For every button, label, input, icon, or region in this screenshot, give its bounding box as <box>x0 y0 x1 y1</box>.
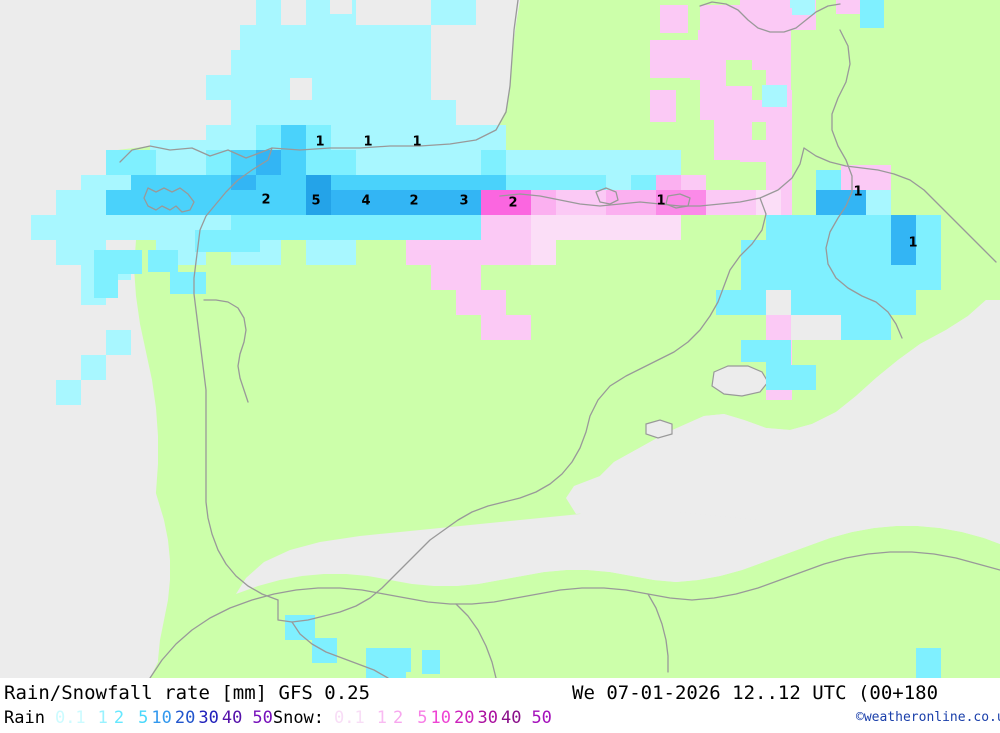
sea-alboran <box>236 500 1000 594</box>
rain-legend-stop[interactable]: 30 <box>198 708 219 728</box>
land-north-africa <box>150 526 1000 678</box>
snow-legend-stop[interactable]: 40 <box>500 708 522 728</box>
map-footer: Rain/Snowfall rate [mm] GFS 0.25 We 07-0… <box>0 678 1000 733</box>
land-ibiza <box>645 419 673 439</box>
map-graphic <box>0 0 1000 678</box>
valid-time: We 07-01-2026 12..12 UTC (00+180 <box>572 682 939 704</box>
legend-scale-row: Rain 0.1 1 2 5 10 20 30 40 50 Snow: 0.1 1 2 5 10 20 30… <box>4 708 552 728</box>
snow-legend-stop[interactable]: 20 <box>453 708 475 728</box>
snow-legend-label: Snow: <box>272 708 325 728</box>
rain-legend-label: Rain <box>4 708 45 728</box>
snow-legend-stop[interactable]: 0.1 <box>334 708 365 728</box>
snow-legend-stop[interactable]: 1 <box>376 708 387 728</box>
land-mallorca <box>711 365 769 397</box>
rain-legend-stop[interactable]: 20 <box>174 708 196 728</box>
snow-legend-stop[interactable]: 50 <box>531 708 552 728</box>
rain-legend-stop[interactable]: 40 <box>221 708 243 728</box>
rain-legend-stop[interactable]: 1 <box>97 708 108 728</box>
snow-legend-stop[interactable]: 30 <box>477 708 498 728</box>
rain-legend-stop[interactable]: 5 <box>138 708 149 728</box>
sea-mediterranean <box>566 300 1000 522</box>
rain-legend-stops[interactable]: 0.1 1 2 5 10 20 30 40 50 <box>45 708 273 728</box>
product-title: Rain/Snowfall rate [mm] GFS 0.25 <box>4 682 371 704</box>
rain-legend-stop[interactable]: 2 <box>113 708 125 728</box>
snow-legend-stop[interactable]: 10 <box>430 708 451 728</box>
precip-cells <box>31 0 941 678</box>
snow-legend-stop[interactable]: 2 <box>393 708 404 728</box>
coastline-and-borders <box>119 0 1000 678</box>
footer-title-row: Rain/Snowfall rate [mm] GFS 0.25 <box>4 682 370 704</box>
footer-valid-row: We 07-01-2026 12..12 UTC (00+180 <box>572 682 938 704</box>
copyright-notice[interactable]: ©weatheronline.co.uk <box>856 710 1000 725</box>
rain-legend-stop[interactable]: 0.1 <box>54 708 86 728</box>
rain-legend-stop[interactable]: 50 <box>252 708 273 728</box>
rain-legend-stop[interactable]: 10 <box>151 708 172 728</box>
sea-atlantic-west <box>0 150 158 678</box>
snow-legend-stops[interactable]: 0.1 1 2 5 10 20 30 40 50 <box>324 708 552 728</box>
snow-legend-stop[interactable]: 5 <box>417 708 428 728</box>
